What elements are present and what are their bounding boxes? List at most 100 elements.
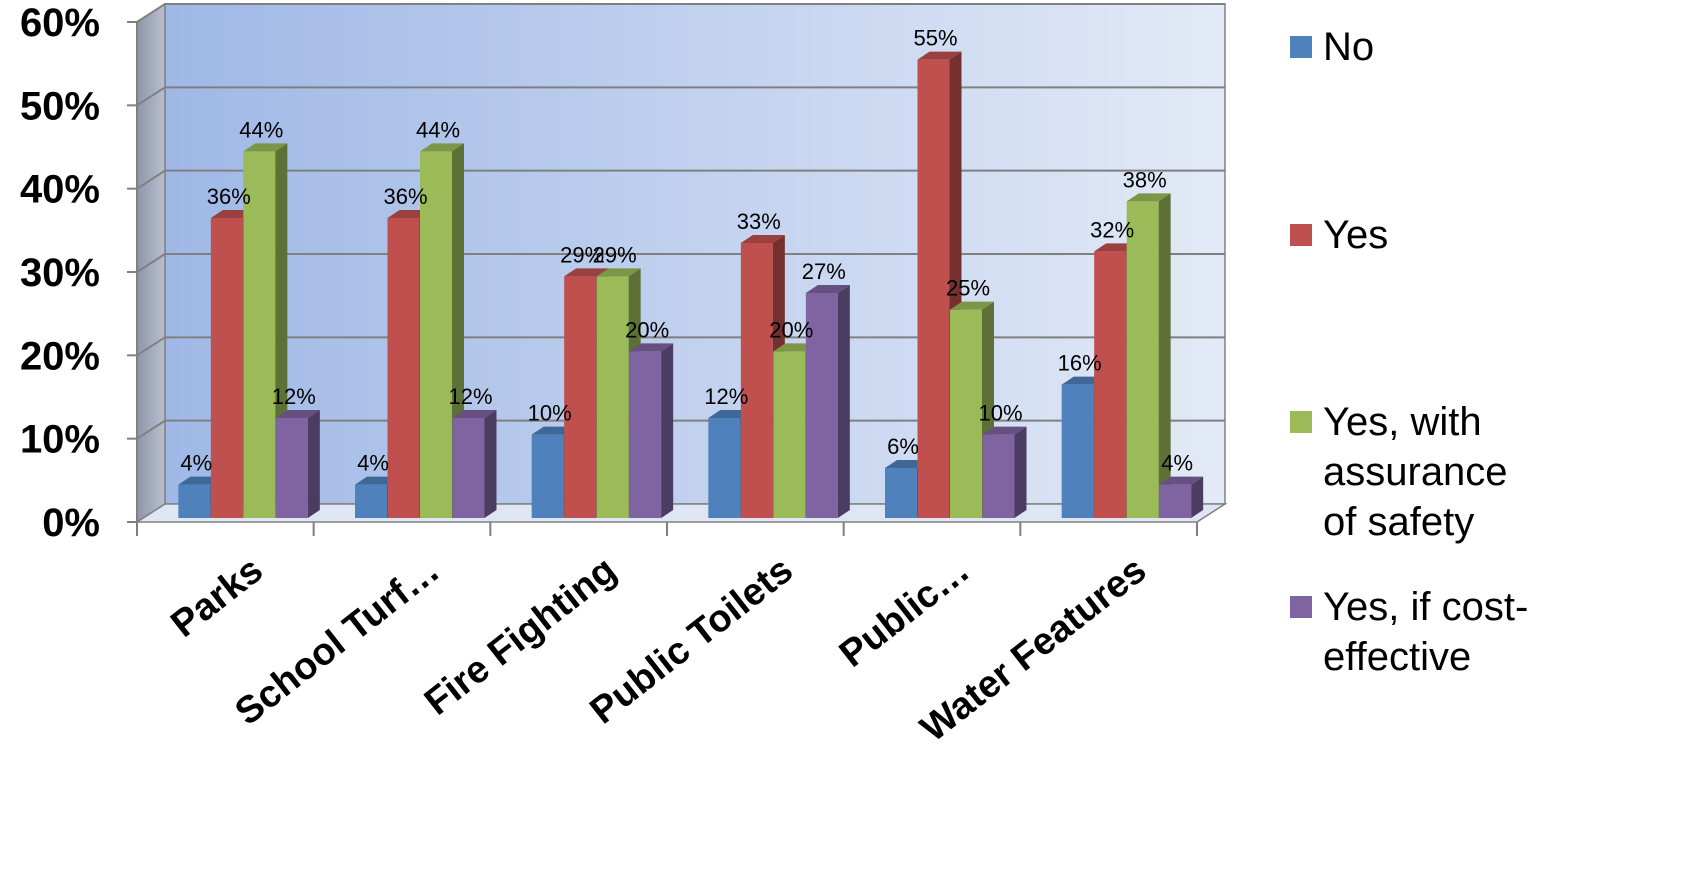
bar-side <box>661 343 674 518</box>
bar <box>275 410 320 518</box>
bar-front <box>452 418 485 518</box>
data-label: 20% <box>625 317 669 342</box>
bar <box>452 410 497 518</box>
bar-front <box>596 276 629 518</box>
data-label: 36% <box>207 184 251 209</box>
y-tick-label: 20% <box>20 334 100 378</box>
y-tick-label: 10% <box>20 418 100 462</box>
bar <box>805 285 850 518</box>
data-label: 4% <box>180 451 212 476</box>
data-label: 29% <box>560 242 604 267</box>
bar <box>917 51 962 519</box>
y-tick-label: 50% <box>20 84 100 128</box>
bar-side <box>307 410 320 518</box>
legend-label: Yes, if cost- <box>1323 585 1528 629</box>
legend-item: No <box>1290 25 1374 69</box>
data-labels: 4% 36% 44% 12% 4% 36% 44% 12% 10% 29%29% 20% 12% 33%… <box>180 26 1193 476</box>
legend: No Yes Yes, with assurance of safety Yes, if … <box>1290 25 1528 679</box>
legend-swatch <box>1290 596 1312 618</box>
bar-top <box>740 235 785 243</box>
legend-item: Yes, if cost-effective <box>1290 585 1528 679</box>
legend-label: effective <box>1323 635 1471 679</box>
bar-front <box>210 218 243 518</box>
data-label: 20% <box>769 317 813 342</box>
bar-front <box>275 418 308 518</box>
bar-front <box>917 59 950 519</box>
gridline <box>136 253 1225 273</box>
category-label: Parks <box>163 549 270 646</box>
bar-front <box>773 351 806 518</box>
bar-side <box>1191 476 1204 518</box>
data-label: 55% <box>913 26 957 51</box>
bar-front <box>178 484 211 518</box>
legend-label: assurance <box>1323 450 1508 494</box>
legend-swatch <box>1290 36 1312 58</box>
bar-top <box>1126 193 1171 202</box>
bar-side <box>1158 193 1171 519</box>
legend-item: Yes <box>1290 213 1388 257</box>
bar-top <box>243 143 288 152</box>
bar-front <box>355 484 387 518</box>
data-label: 12% <box>448 384 492 409</box>
legend-label: of safety <box>1323 500 1474 544</box>
gridline <box>136 419 1225 440</box>
legend-swatch <box>1290 411 1312 433</box>
bar-top <box>805 285 850 293</box>
bar-top <box>629 343 674 352</box>
data-label: 4% <box>357 451 389 476</box>
bar-top <box>452 410 497 418</box>
y-tick-label: 60% <box>20 1 100 45</box>
data-label: 44% <box>416 117 460 142</box>
bar-front <box>243 151 276 519</box>
data-label: 27% <box>802 259 846 284</box>
bar <box>629 343 674 518</box>
bar-front <box>387 218 420 518</box>
bar-front <box>420 151 452 519</box>
bar-top <box>982 426 1027 435</box>
data-label: 29% <box>593 242 637 267</box>
data-label: 4% <box>1161 451 1193 476</box>
gridline <box>136 336 1225 357</box>
bar-front <box>740 243 773 518</box>
data-label: 38% <box>1123 167 1167 192</box>
data-label: 36% <box>383 184 427 209</box>
bar-front <box>708 418 741 518</box>
bar-front <box>982 434 1015 518</box>
bar <box>982 426 1027 518</box>
bar-top <box>420 143 464 152</box>
data-label: 6% <box>887 434 919 459</box>
y-tick-label: 0% <box>42 501 100 545</box>
bar-front <box>1159 484 1192 518</box>
bar-front <box>805 293 838 518</box>
data-label: 10% <box>978 401 1022 426</box>
data-label: 10% <box>528 401 572 426</box>
y-tick-label: 40% <box>20 168 100 212</box>
category-label: Public… <box>832 549 978 676</box>
data-label: 12% <box>704 384 748 409</box>
bar-top <box>917 51 962 60</box>
bar <box>1126 193 1171 519</box>
gridlines <box>136 3 1225 440</box>
data-label: 16% <box>1058 351 1102 376</box>
gridline <box>136 86 1225 107</box>
data-label: 25% <box>946 276 990 301</box>
gridline <box>136 3 1225 23</box>
y-axis-tick-labels: 0% 10% 20% 30% 40% 50% 60% <box>20 1 137 545</box>
bar-top <box>1159 476 1204 485</box>
legend-swatch <box>1290 224 1312 246</box>
x-axis <box>136 22 1198 536</box>
bar-front <box>1061 384 1094 518</box>
data-label: 44% <box>239 117 283 142</box>
legend-item: Yes, with assurance of safety <box>1290 400 1508 544</box>
legend-label: Yes, with <box>1323 400 1482 444</box>
bar <box>1159 476 1204 518</box>
bar-top <box>275 410 320 418</box>
bar-front <box>950 309 982 518</box>
bar-front <box>885 468 917 518</box>
bar-front <box>531 434 564 518</box>
data-label: 33% <box>737 209 781 234</box>
bar-side <box>484 410 497 518</box>
bar-front <box>1094 251 1127 519</box>
